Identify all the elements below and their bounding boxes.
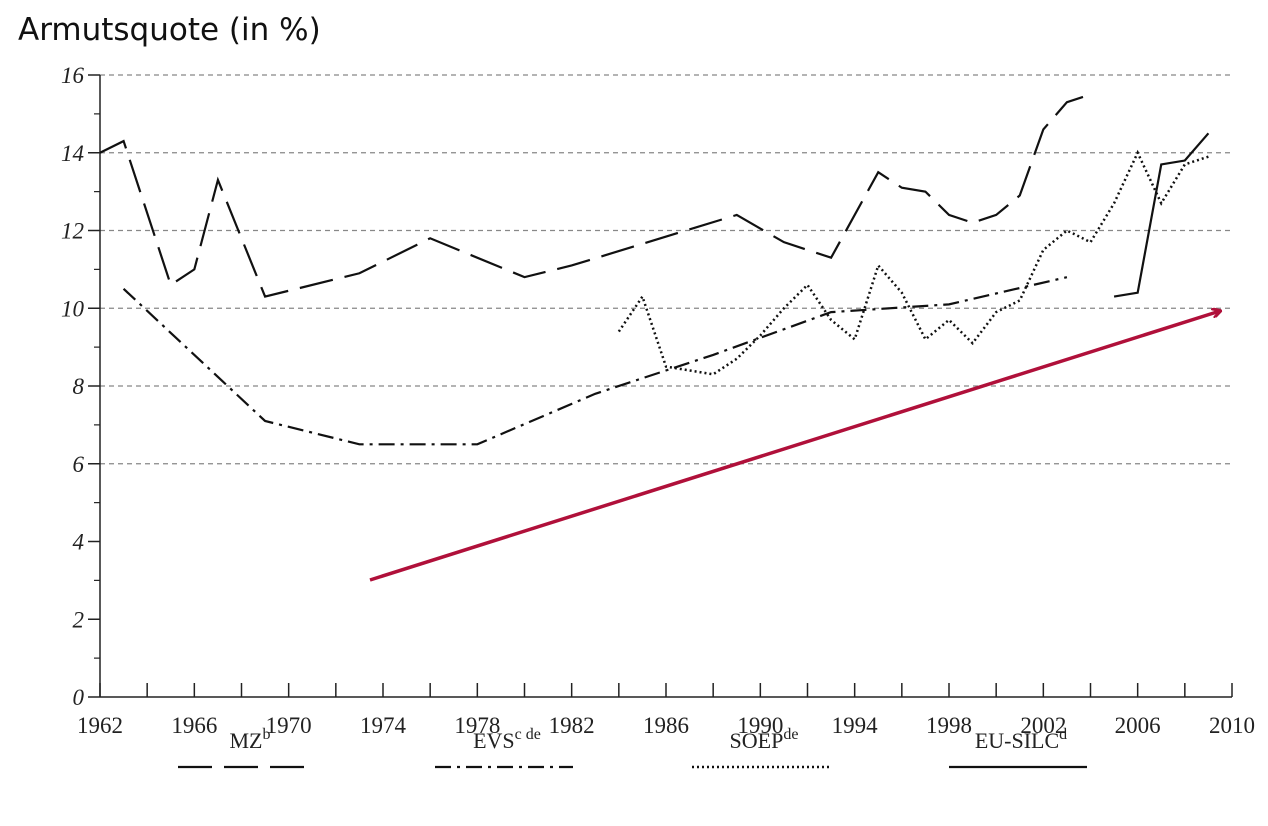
x-tick-label: 1994 [832, 713, 879, 738]
x-tick-label: 1978 [454, 713, 500, 738]
y-tick-label: 14 [61, 141, 84, 166]
x-tick-label: 2006 [1115, 713, 1161, 738]
data-line [617, 149, 1209, 376]
x-tick-label: 2010 [1209, 713, 1255, 738]
legend-label: SOEPde [730, 726, 799, 753]
y-tick-label: 16 [61, 63, 85, 88]
y-tick-label: 0 [73, 685, 85, 710]
legend-label: EVSc de [473, 726, 541, 753]
legend-superscript: de [783, 726, 798, 743]
legend-superscript: b [263, 726, 271, 743]
trend-arrow [369, 311, 1220, 582]
legend-name: EVS [473, 728, 515, 753]
y-tick-label: 2 [73, 607, 85, 632]
data-line [122, 276, 1068, 446]
x-tick-label: 1974 [360, 713, 407, 738]
legend-name: EU-SILC [975, 728, 1059, 753]
data-line [99, 93, 1091, 298]
x-tick-label: 1982 [549, 713, 595, 738]
x-tick-label: 1990 [737, 713, 783, 738]
y-tick-label: 10 [61, 296, 85, 321]
legend-label: MZb [230, 726, 271, 753]
legend-name: MZ [230, 728, 263, 753]
legend-name: SOEP [730, 728, 784, 753]
y-tick-label: 4 [73, 530, 85, 555]
x-tick-label: 2002 [1020, 713, 1066, 738]
legend-label: EU-SILCd [975, 726, 1067, 753]
legend-superscript: d [1059, 726, 1067, 743]
x-tick-label: 1970 [266, 713, 312, 738]
x-tick-label: 1966 [171, 713, 217, 738]
y-tick-label: 12 [61, 219, 84, 244]
legend-superscript: c de [515, 726, 541, 743]
x-tick-label: 1998 [926, 713, 972, 738]
x-tick-label: 1986 [643, 713, 689, 738]
data-line [1113, 132, 1210, 298]
y-tick-label: 8 [73, 374, 85, 399]
x-tick-label: 1962 [77, 713, 123, 738]
chart-title: Armutsquote (in %) [18, 12, 321, 48]
y-tick-label: 6 [73, 452, 85, 477]
